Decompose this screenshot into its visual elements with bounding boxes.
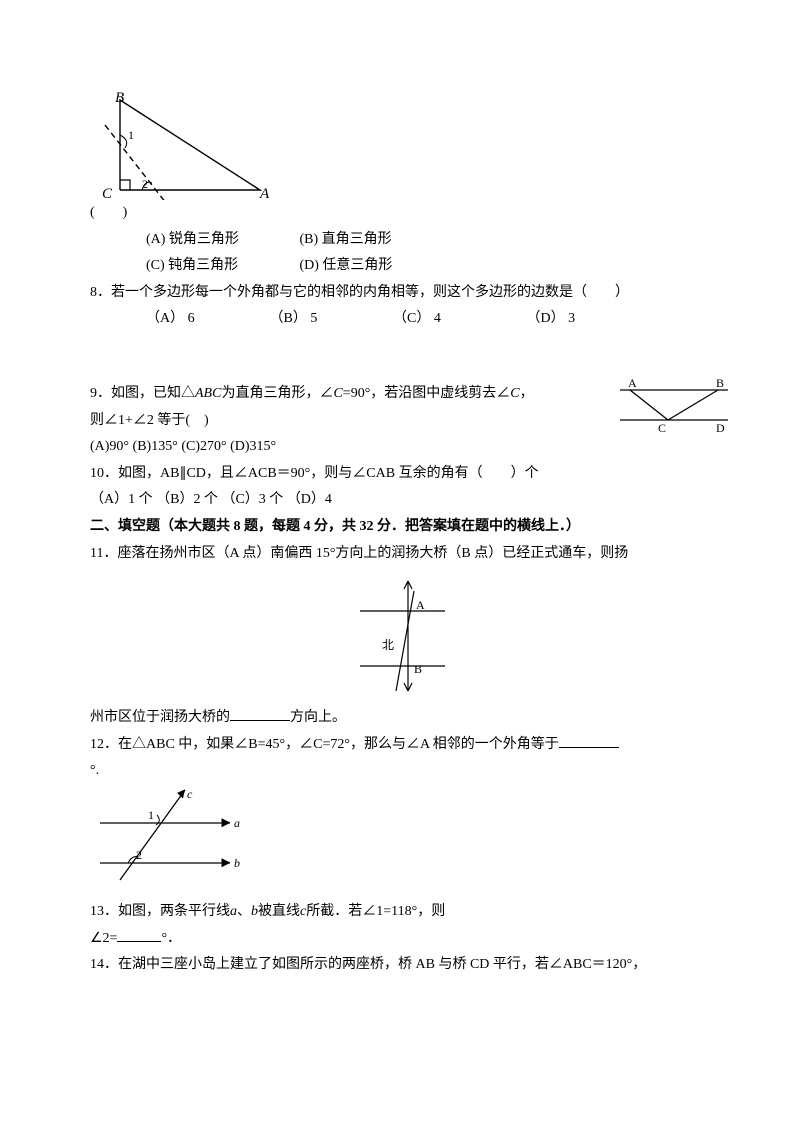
q12-stem: 12．在△ABC 中，如果∠B=45°，∠C=72°，那么与∠A 相邻的一个外角… <box>90 732 710 759</box>
svg-text:A: A <box>416 598 425 612</box>
q11-figure: A B 北 <box>90 571 710 701</box>
q7-opt-c: (C) 钝角三角形 <box>146 253 296 280</box>
q10-opt-c: （C）3 个 <box>221 492 283 507</box>
q10-opt-a: （A）1 个 <box>90 492 153 507</box>
q9-options: (A)90° (B)135° (C)270° (D)315° <box>90 434 710 461</box>
q11-stem-line2: 州市区位于润扬大桥的方向上。 <box>90 705 710 732</box>
q10-options: （A）1 个 （B）2 个 （C）3 个 （D）4 <box>90 487 710 514</box>
svg-text:1: 1 <box>148 808 154 822</box>
q9-opt-b: (B)135° <box>133 439 178 454</box>
q8-opt-a: （A） 6 <box>146 306 266 333</box>
q7-figure: B C A 1 2 <box>90 90 710 200</box>
svg-text:b: b <box>234 856 240 870</box>
q13-blank <box>117 926 161 941</box>
svg-text:A: A <box>628 376 637 390</box>
q9-opt-a: (A)90° <box>90 439 129 454</box>
q11-stem-line1: 11．座落在扬州市区（A 点）南偏西 15°方向上的润扬大桥（B 点）已经正式通… <box>90 541 710 568</box>
svg-text:B: B <box>115 90 124 106</box>
svg-text:A: A <box>259 186 270 200</box>
q7-paren: ( ) <box>90 200 710 227</box>
q12-blank <box>559 732 619 747</box>
q13-stem-line2: ∠2=°． <box>90 926 710 953</box>
q8-opt-b: （B） 5 <box>270 306 390 333</box>
q10-opt-d: （D）4 <box>287 492 332 507</box>
svg-text:2: 2 <box>136 848 142 862</box>
q7-options: (A) 锐角三角形 (B) 直角三角形 <box>90 227 710 254</box>
q9-opt-c: (C)270° <box>181 439 226 454</box>
q13-stem-line1: 13．如图，两条平行线a、b被直线c所截．若∠1=118°，则 <box>90 899 710 926</box>
q7-options-2: (C) 钝角三角形 (D) 任意三角形 <box>90 253 710 280</box>
q12-unit: °. <box>90 758 710 785</box>
q8-options: （A） 6 （B） 5 （C） 4 （D） 3 <box>90 306 710 333</box>
q8-opt-c: （C） 4 <box>393 306 523 333</box>
q10-stem: 10．如图，AB∥CD，且∠ACB＝90°，则与∠CAB 互余的角有（ ）个 <box>90 461 710 488</box>
q7-opt-a: (A) 锐角三角形 <box>146 227 296 254</box>
q11-blank <box>230 706 290 721</box>
svg-text:c: c <box>187 787 193 801</box>
q7-opt-b: (B) 直角三角形 <box>300 227 450 254</box>
q9-opt-d: (D)315° <box>230 439 276 454</box>
q13-figure: c a b 1 2 <box>90 785 710 885</box>
q10-figure: A B C D <box>610 375 740 435</box>
svg-text:a: a <box>234 816 240 830</box>
q8-stem: 8．若一个多边形每一个外角都与它的相邻的内角相等，则这个多边形的边数是（ ） <box>90 280 710 307</box>
q7-opt-d: (D) 任意三角形 <box>300 253 450 280</box>
q8-opt-d: （D） 3 <box>527 306 647 333</box>
svg-text:B: B <box>716 376 724 390</box>
q14-stem: 14．在湖中三座小岛上建立了如图所示的两座桥，桥 AB 与桥 CD 平行，若∠A… <box>90 952 710 979</box>
q10-opt-b: （B）2 个 <box>156 492 218 507</box>
section2-heading: 二、填空题（本大题共 8 题，每题 4 分，共 32 分．把答案填在题中的横线上… <box>90 514 710 541</box>
svg-text:B: B <box>414 662 422 676</box>
svg-text:C: C <box>102 186 113 200</box>
svg-text:C: C <box>658 421 666 435</box>
svg-text:1: 1 <box>128 128 134 142</box>
svg-text:D: D <box>716 421 725 435</box>
svg-text:北: 北 <box>382 638 394 652</box>
